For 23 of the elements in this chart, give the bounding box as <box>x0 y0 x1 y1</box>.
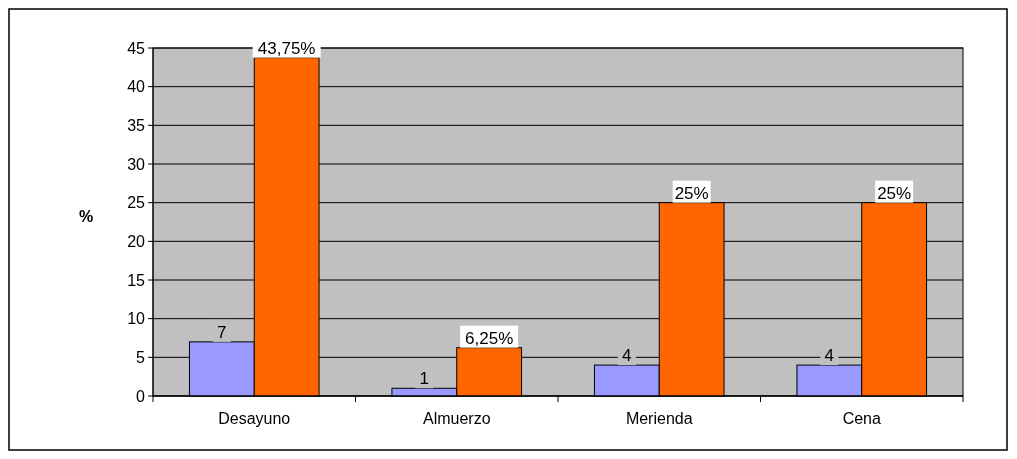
y-tick-label: 40 <box>127 78 146 96</box>
data-label: 4 <box>824 346 835 366</box>
x-tick-label: Cena <box>842 410 881 427</box>
data-label: 4 <box>622 346 632 366</box>
data-label: 25% <box>674 183 709 203</box>
data-label: 6,25% <box>465 328 514 348</box>
x-tick-label: Desayuno <box>218 410 291 427</box>
data-label: 7 <box>217 322 227 342</box>
y-tick-label: 20 <box>127 232 146 250</box>
data-label: 1 <box>419 369 430 389</box>
y-tick-label: 5 <box>136 348 146 366</box>
y-tick-label: 15 <box>127 271 146 289</box>
x-tick-label: Almuerzo <box>422 410 491 427</box>
y-tick-label: 30 <box>127 155 146 173</box>
y-tick-label: 10 <box>127 310 146 328</box>
y-tick-label: 45 <box>127 39 146 57</box>
y-tick-label: 25 <box>127 194 146 212</box>
y-axis-title: % <box>78 208 94 225</box>
y-tick-label: 35 <box>127 116 146 134</box>
x-tick-label: Merienda <box>625 410 693 427</box>
y-tick-label: 0 <box>136 387 146 405</box>
data-label: 43,75% <box>257 38 316 58</box>
data-label: 25% <box>877 183 912 203</box>
